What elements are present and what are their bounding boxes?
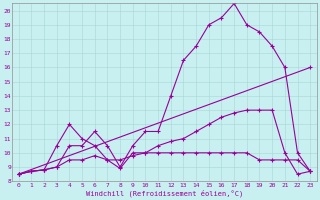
X-axis label: Windchill (Refroidissement éolien,°C): Windchill (Refroidissement éolien,°C) (86, 189, 243, 197)
